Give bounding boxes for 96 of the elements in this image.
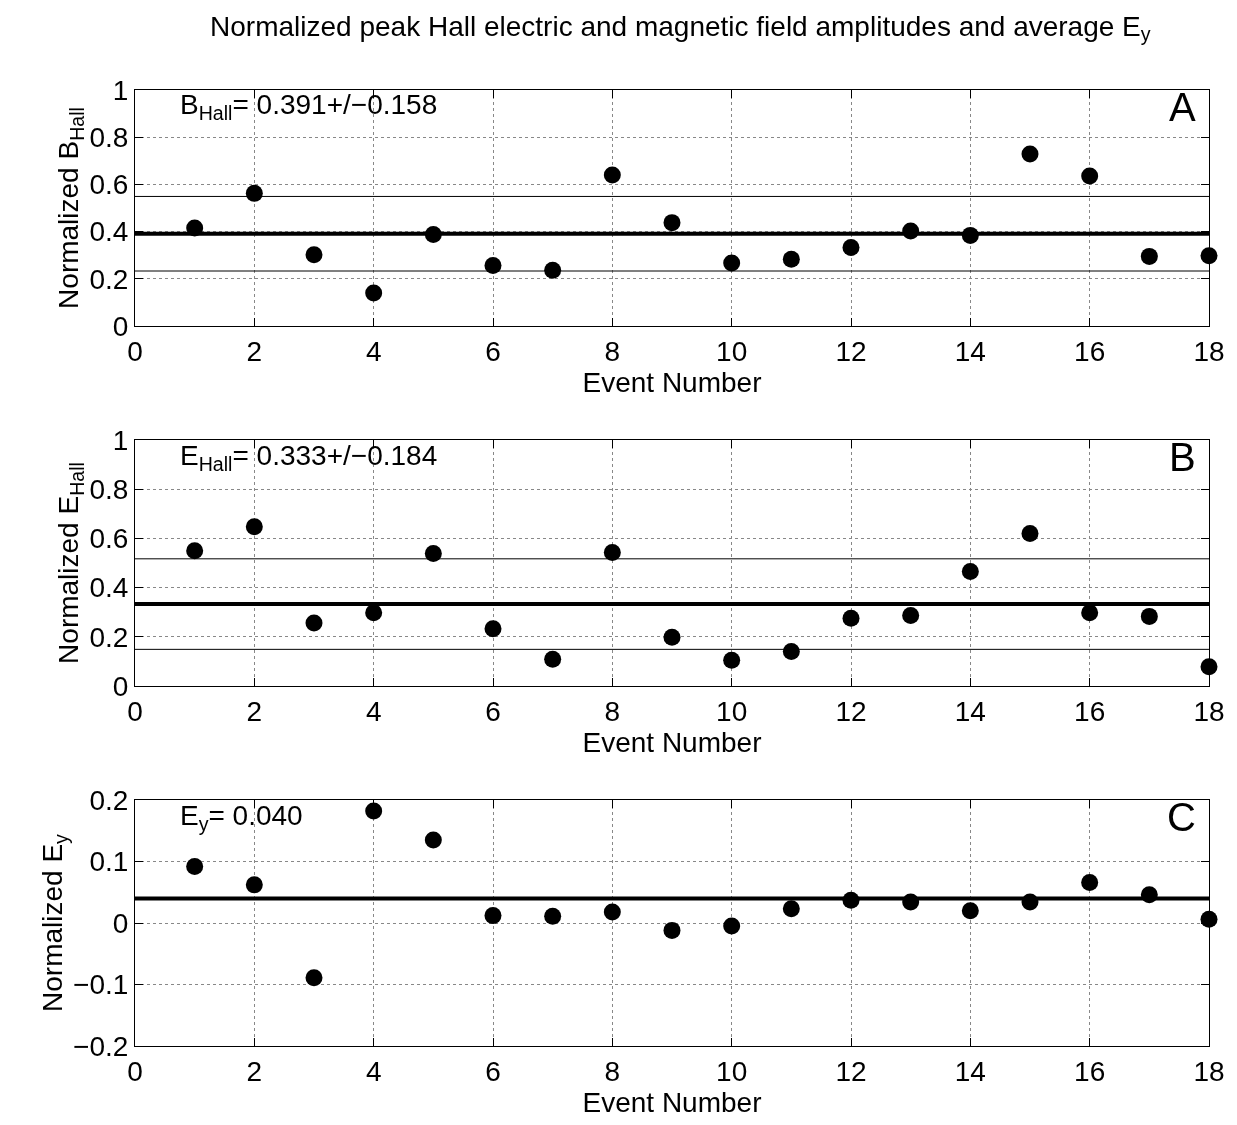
point [603, 903, 621, 921]
x-tick-label: 12 [835, 335, 867, 367]
y-tick-label: 0.4 [89, 216, 129, 248]
x-tick-label: 4 [365, 335, 382, 367]
chart-title: Normalized peak Hall electric and magnetic field amplitudes and average E$_{y}$ [210, 10, 1151, 46]
point [663, 921, 681, 939]
y-tick-label: −0.2 [73, 1030, 129, 1062]
x-tick-label: 4 [365, 695, 382, 727]
y-tick-label: 0 [112, 310, 129, 342]
x-tick-label: 16 [1074, 1055, 1106, 1087]
x-tick-label: 10 [716, 335, 748, 367]
point [424, 544, 442, 562]
y-tick-label: 0.2 [89, 263, 129, 295]
point [544, 650, 562, 668]
x-tick-label: 16 [1074, 335, 1106, 367]
y-tick-label: −0.1 [73, 969, 129, 1001]
point [305, 969, 323, 987]
y-tick-label: 0.2 [89, 784, 129, 816]
x-axis-title: Event Number [582, 366, 762, 398]
x-tick-label: 14 [954, 335, 986, 367]
x-tick-label: 2 [246, 695, 263, 727]
x-tick-label: 8 [604, 335, 621, 367]
point [1021, 145, 1039, 163]
point [365, 604, 383, 622]
point [1081, 604, 1099, 622]
annotation: B$_{Hall}$= 0.391+/−0.158 [180, 89, 438, 124]
y-tick-label: 1 [112, 74, 129, 106]
point [1081, 167, 1099, 185]
annotation: B [1169, 435, 1196, 479]
point [245, 876, 263, 894]
x-tick-label: 14 [954, 1055, 986, 1087]
y-tick-label: 0.6 [89, 169, 129, 201]
point [663, 214, 681, 232]
x-tick-label: 18 [1193, 695, 1225, 727]
x-tick-label: 12 [835, 695, 867, 727]
point [723, 651, 741, 669]
x-tick-label: 2 [246, 1055, 263, 1087]
point [902, 606, 920, 624]
x-tick-label: 8 [604, 695, 621, 727]
x-tick-label: 10 [716, 1055, 748, 1087]
x-axis-title: Event Number [582, 1086, 762, 1118]
y-tick-label: 1 [112, 424, 129, 456]
annotation: E$_{Hall}$= 0.333+/−0.184 [180, 440, 438, 475]
annotation: E$_{y}$= 0.040 [180, 800, 303, 835]
point [842, 238, 860, 256]
x-tick-label: 16 [1074, 695, 1106, 727]
point [842, 609, 860, 627]
point [961, 902, 979, 920]
y-tick-label: 0.2 [89, 621, 129, 653]
y-tick-label: 0.8 [89, 474, 129, 505]
point [1140, 247, 1158, 265]
point [1140, 607, 1158, 625]
point [305, 614, 323, 632]
y-tick-label: 0.8 [89, 122, 129, 153]
point [424, 831, 442, 849]
x-tick-label: 4 [365, 1055, 382, 1087]
annotation: A [1169, 85, 1196, 129]
point [245, 184, 263, 202]
y-tick-label: 0.4 [89, 572, 129, 604]
annotation: C [1167, 795, 1196, 839]
point [961, 563, 979, 581]
point [186, 857, 204, 875]
point [1081, 873, 1099, 891]
point [365, 802, 383, 820]
point [723, 917, 741, 935]
point [186, 542, 204, 560]
x-tick-label: 6 [485, 1055, 501, 1087]
point [782, 250, 800, 268]
x-tick-label: 10 [716, 695, 748, 727]
y-tick-label: 0.1 [89, 846, 129, 878]
x-tick-label: 18 [1193, 335, 1225, 367]
point [305, 246, 323, 264]
x-tick-label: 2 [246, 335, 263, 367]
x-axis-title: Event Number [582, 726, 762, 758]
x-tick-label: 12 [835, 1055, 867, 1087]
point [484, 620, 502, 638]
point [663, 628, 681, 646]
point [723, 254, 741, 272]
x-tick-label: 18 [1193, 1055, 1225, 1087]
point [1200, 247, 1218, 265]
point [782, 643, 800, 661]
x-tick-label: 6 [485, 335, 501, 367]
point [1021, 524, 1039, 542]
x-tick-label: 14 [954, 695, 986, 727]
point [245, 518, 263, 536]
y-tick-label: 0 [112, 907, 129, 939]
y-tick-label: 0.6 [89, 523, 129, 555]
x-tick-label: 6 [485, 695, 501, 727]
point [782, 900, 800, 918]
x-tick-label: 8 [604, 1055, 621, 1087]
point [603, 166, 621, 184]
point [544, 907, 562, 925]
point [603, 543, 621, 561]
point [365, 284, 383, 302]
y-tick-label: 0 [112, 670, 129, 702]
point [484, 907, 502, 925]
